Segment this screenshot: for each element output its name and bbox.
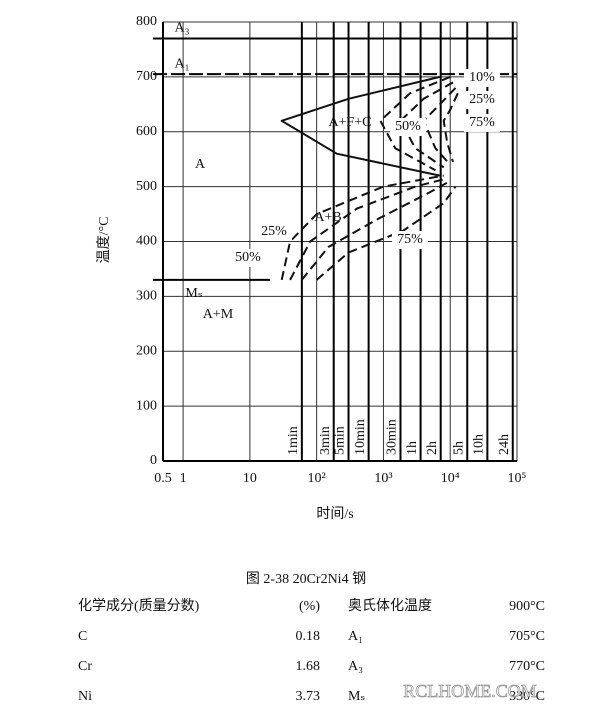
transformation-curve (280, 75, 441, 177)
curve-label: 75% (469, 115, 495, 130)
table-cell: Mₛ (348, 689, 365, 704)
y-axis-label: 温度/°C (96, 217, 112, 264)
table-cell: Ni (78, 689, 92, 704)
critical-line-label: A₃ (175, 21, 190, 36)
y-tick-label: 300 (136, 289, 157, 304)
time-mark-label: 10h (472, 434, 487, 455)
y-tick-label: 400 (136, 234, 157, 249)
table-cell: 3.73 (296, 689, 321, 704)
y-tick-label: 200 (136, 343, 157, 358)
curve-label: 25% (261, 224, 287, 239)
transformation-curve (399, 81, 454, 169)
y-tick-label: 600 (136, 124, 157, 139)
transformation-curve (280, 174, 444, 281)
time-mark-label: 1min (286, 426, 301, 455)
time-mark-label: 5min (333, 426, 348, 455)
table-cell: C (78, 629, 87, 644)
x-tick-label: 10² (308, 471, 326, 486)
table-header: 900°C (509, 599, 545, 614)
x-tick-label: 1 (180, 471, 187, 486)
label-bg (256, 223, 292, 241)
time-mark-label: 5h (451, 441, 466, 455)
watermark: RCLHOME.COM (403, 681, 537, 701)
table-cell: A₁ (348, 629, 363, 644)
label-bg (392, 231, 428, 249)
x-tick-label: 10³ (374, 471, 392, 486)
critical-line-label: A₁ (175, 56, 190, 71)
time-mark-label: 1h (405, 441, 420, 455)
curve-label: 10% (469, 70, 495, 85)
label-bg (390, 118, 426, 136)
table-cell: 1.68 (296, 659, 321, 674)
table-cell: 330°C (509, 689, 545, 704)
region-label: A+F+C (328, 115, 371, 130)
label-bg (464, 91, 500, 109)
table-cell: 705°C (509, 629, 545, 644)
transformation-curve (379, 75, 451, 172)
caption: 图 2-38 20Cr2Ni4 钢 (246, 571, 366, 587)
x-tick-label: 10⁴ (441, 471, 460, 486)
table-header: 化学成分(质量分数) (78, 598, 200, 614)
critical-line-label: Mₛ (185, 286, 202, 301)
y-tick-label: 0 (150, 453, 157, 468)
region-label: A+M (203, 307, 234, 322)
region-label: A (195, 157, 206, 172)
x-tick-label: 10 (243, 471, 257, 486)
region-label: A+B (314, 210, 341, 225)
time-mark-label: 2h (425, 441, 440, 455)
x-tick-label: 10⁵ (508, 471, 527, 486)
curve-label: 50% (395, 119, 421, 134)
table-cell: Cr (78, 659, 92, 674)
table-cell: 0.18 (296, 629, 321, 644)
time-mark-label: 10min (353, 419, 368, 455)
y-tick-label: 700 (136, 69, 157, 84)
x-tick-label: 0.5 (154, 471, 172, 486)
table-cell: A₃ (348, 659, 363, 674)
x-axis-label: 时间/s (316, 506, 353, 522)
label-bg (464, 69, 500, 87)
table-header: 奥氏体化温度 (348, 597, 432, 614)
y-tick-label: 800 (136, 14, 157, 29)
time-mark-label: 24h (497, 434, 512, 455)
curve-label: 50% (235, 250, 261, 265)
y-tick-label: 500 (136, 179, 157, 194)
y-tick-label: 100 (136, 398, 157, 413)
transformation-curve (289, 177, 448, 281)
label-bg (464, 114, 500, 132)
transformation-curve (316, 186, 457, 281)
transformation-curve (301, 180, 451, 281)
time-mark-label: 30min (385, 419, 400, 455)
table-cell: 770°C (509, 659, 545, 674)
curve-label: 75% (397, 232, 423, 247)
time-mark-label: 3min (318, 426, 333, 455)
curve-label: 25% (469, 92, 495, 107)
table-header: (%) (299, 599, 320, 614)
transformation-curve (442, 92, 459, 163)
label-bg (230, 249, 266, 267)
